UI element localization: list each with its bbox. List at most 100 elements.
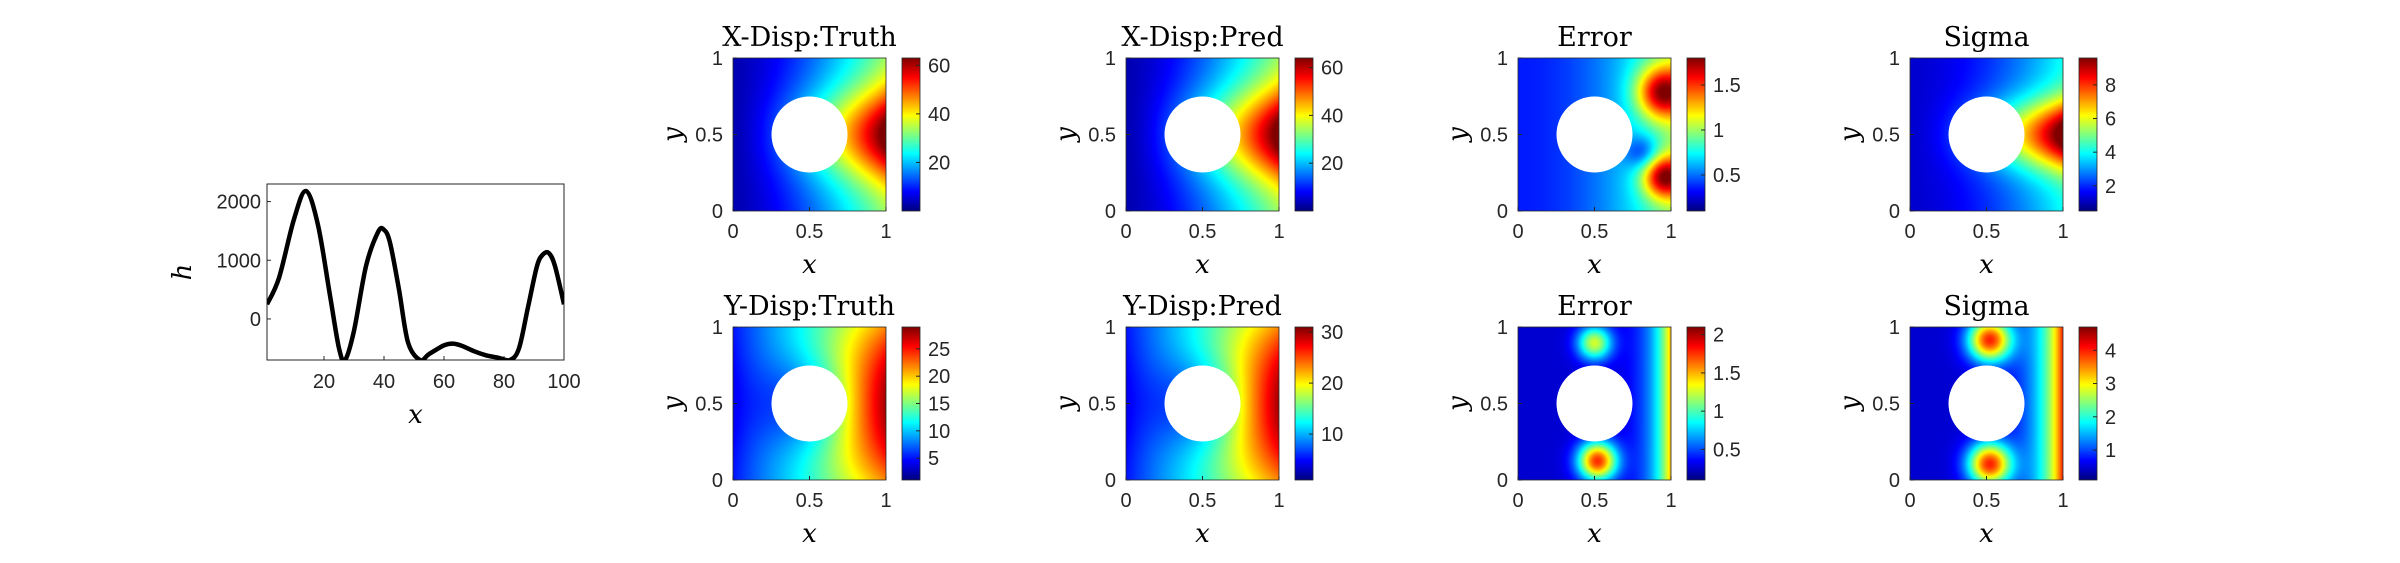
colorbar-tick-label: 1.5: [1713, 363, 1741, 385]
x-tick-label: 40: [373, 371, 395, 393]
y-axis-label: y: [1051, 127, 1081, 143]
x-tick-label: 0.5: [1973, 221, 2001, 243]
colorbar-tick-label: 15: [928, 394, 950, 416]
y-axis-label: y: [1051, 396, 1081, 412]
x-axis-label: x: [802, 250, 817, 280]
x-tick-label: 1: [880, 221, 891, 243]
colorbar-tick-label: 1: [1713, 401, 1724, 423]
x-tick-label: 1: [1665, 490, 1676, 512]
x-tick-label: 60: [433, 371, 455, 393]
x-tick-label: 0: [727, 221, 738, 243]
y-tick-label: 1: [712, 48, 723, 70]
colorbar: [2079, 58, 2097, 211]
panel-title: Error: [1557, 291, 1632, 322]
x-tick-label: 0.5: [796, 490, 824, 512]
x-tick-label: 0: [1120, 221, 1131, 243]
x-axis-label: x: [1195, 250, 1210, 280]
hole-circle: [771, 365, 848, 442]
x-axis-label: x: [1587, 250, 1602, 280]
heatmap-panel: X-Disp:Pred 0 0.5 1 0 0.5 1 x y 20 40 60: [1051, 22, 1343, 280]
colorbar-tick-label: 40: [1321, 105, 1343, 127]
y-tick-label: 0: [1497, 201, 1508, 223]
x-tick-label: 0.5: [1973, 490, 2001, 512]
colorbar-frame: [1294, 326, 1314, 481]
colorbar-tick-label: 5: [928, 448, 939, 470]
x-tick-label: 0: [1512, 221, 1523, 243]
y-tick-label: 0: [1105, 470, 1116, 492]
y-tick-label: 0: [1497, 470, 1508, 492]
colorbar-tick-label: 25: [928, 339, 950, 361]
colorbar-tick-label: 20: [1321, 153, 1343, 175]
hole-circle: [1556, 365, 1633, 442]
heatmap-panel: Error 0 0.5 1 0 0.5 1 x y 0.5 1 1.5 2: [1443, 291, 1741, 549]
y-tick-label: 0.5: [1872, 394, 1900, 416]
hole-circle: [771, 96, 848, 173]
colorbar: [902, 58, 920, 211]
colorbar-tick-label: 40: [928, 104, 950, 126]
x-tick-label: 0: [1512, 490, 1523, 512]
y-tick-label: 0: [1105, 201, 1116, 223]
panel-title: Sigma: [1943, 291, 2029, 322]
colorbar-tick-label: 1: [2105, 440, 2116, 462]
x-tick-label: 100: [547, 371, 580, 393]
x-tick-label: 1: [1273, 221, 1284, 243]
x-tick-label: 0.5: [796, 221, 824, 243]
colorbar-tick-label: 8: [2105, 75, 2116, 97]
x-tick-label: 0: [727, 490, 738, 512]
colorbar: [2079, 327, 2097, 480]
x-tick-label: 0: [1120, 490, 1131, 512]
colorbar: [1687, 58, 1705, 211]
colorbar-tick-label: 10: [1321, 424, 1343, 446]
y-tick-label: 1: [1105, 317, 1116, 339]
panel-title: X-Disp:Truth: [722, 22, 896, 53]
y-tick-label: 0.5: [1872, 125, 1900, 147]
x-tick-label: 0.5: [1189, 490, 1217, 512]
colorbar-tick-label: 2: [1713, 325, 1724, 347]
heatmap-panel: Sigma 0 0.5 1 0 0.5 1 x y 1 2 3 4: [1835, 291, 2116, 549]
y-axis-label: y: [1443, 396, 1473, 412]
x-tick-label: 20: [313, 371, 335, 393]
colorbar-tick-label: 30: [1321, 322, 1343, 344]
y-tick-label: 1: [712, 317, 723, 339]
colorbar-tick-label: 10: [928, 421, 950, 443]
y-axis-label: y: [658, 396, 688, 412]
series-line: [267, 188, 564, 360]
y-tick-label: 1: [1889, 317, 1900, 339]
x-axis-label: x: [1195, 519, 1210, 549]
x-tick-label: 1: [1273, 490, 1284, 512]
y-tick-label: 1: [1889, 48, 1900, 70]
y-axis-label: y: [1443, 127, 1473, 143]
panel-title: Error: [1557, 22, 1632, 53]
x-axis-label: x: [802, 519, 817, 549]
colorbar-tick-label: 1.5: [1713, 75, 1741, 97]
x-tick-label: 0.5: [1189, 221, 1217, 243]
colorbar-tick-label: 0.5: [1713, 165, 1741, 187]
y-tick-label: 0.5: [1088, 125, 1116, 147]
colorbar-tick-label: 20: [928, 152, 950, 174]
y-tick-label: 1: [1497, 317, 1508, 339]
x-tick-label: 80: [493, 371, 515, 393]
colorbar-tick-label: 2: [2105, 407, 2116, 429]
line-plot-frame: [266, 183, 565, 361]
panel-title: X-Disp:Pred: [1121, 22, 1283, 53]
colorbar-tick-label: 60: [1321, 58, 1343, 80]
y-tick-label: 0: [250, 309, 261, 331]
x-tick-label: 0.5: [1581, 221, 1609, 243]
colorbar-tick-label: 60: [928, 55, 950, 77]
y-tick-label: 0: [1889, 201, 1900, 223]
y-axis-label: h: [168, 264, 198, 281]
colorbar-tick-label: 0.5: [1713, 439, 1741, 461]
hole-circle: [1948, 96, 2025, 173]
colorbar-tick-label: 4: [2105, 340, 2116, 362]
hole-circle: [1556, 96, 1633, 173]
colorbar-frame: [2078, 57, 2098, 212]
y-axis-label: y: [1835, 127, 1865, 143]
colorbar: [902, 327, 920, 480]
y-axis-label: y: [658, 127, 688, 143]
panel-title: Y-Disp:Pred: [1122, 291, 1282, 322]
y-tick-label: 0.5: [695, 125, 723, 147]
colorbar-tick-label: 4: [2105, 142, 2116, 164]
x-tick-label: 0.5: [1581, 490, 1609, 512]
